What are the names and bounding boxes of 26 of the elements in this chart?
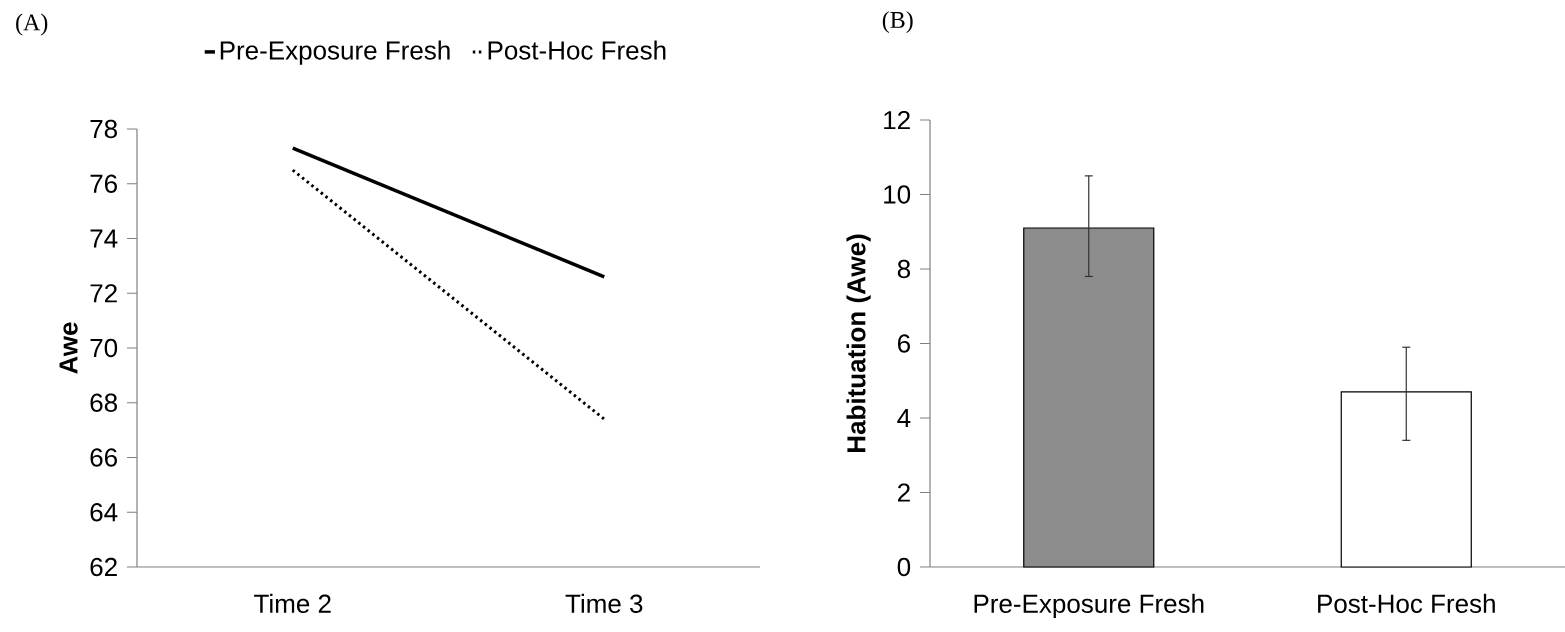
y-tick-label: 74: [90, 229, 118, 248]
y-axis-title: Awe: [59, 322, 78, 374]
y-tick-label: 68: [90, 393, 117, 412]
y-tick-label: 0: [897, 557, 911, 577]
y-tick-label: 10: [884, 185, 911, 204]
y-tick-label: 78: [90, 119, 117, 139]
y-tick-label: 12: [884, 110, 910, 130]
y-tick-label: 4: [897, 409, 911, 427]
chart-title: (B): [882, 11, 913, 33]
y-tick-label: 66: [90, 448, 117, 467]
y-tick-label: 72: [90, 284, 117, 303]
y-tick-label: 6: [898, 334, 910, 353]
x-tick-label: Pre-Exposure Fresh: [974, 593, 1204, 619]
x-tick-label: Time 2: [254, 593, 331, 613]
y-tick-label: 76: [90, 174, 117, 193]
legend-label: Post-Hoc Fresh: [488, 40, 666, 60]
y-axis-title: Habituation (Awe): [846, 234, 871, 453]
y-tick-label: 70: [90, 338, 118, 358]
x-tick-label: Post-Hoc Fresh: [1318, 593, 1495, 613]
x-tick-label: Time 3: [565, 593, 643, 613]
y-tick-label: 64: [90, 503, 118, 522]
y-tick-label: 2: [898, 483, 910, 502]
chart-title: (A): [16, 13, 48, 36]
y-tick-label: 8: [897, 259, 911, 279]
y-tick-label: 62: [90, 557, 117, 577]
legend-label: Pre-Exposure Fresh: [220, 40, 450, 65]
